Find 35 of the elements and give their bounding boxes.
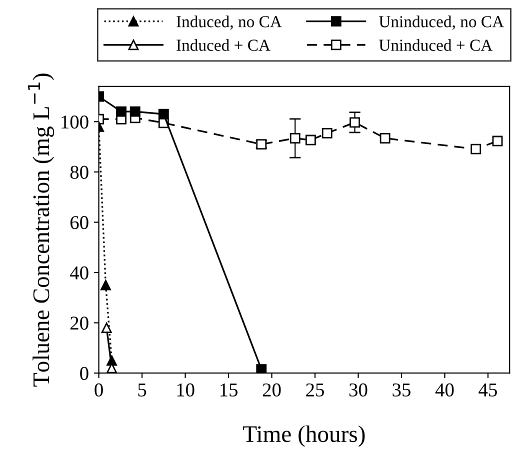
x-tick-label: 35	[392, 383, 410, 397]
y-tick-label: 0	[80, 366, 88, 380]
y-axis-title: Toluene Concentration (mg L$^{−1}$)	[28, 74, 54, 387]
point	[305, 134, 316, 146]
point	[158, 108, 169, 120]
x-tick-label: 20	[262, 383, 281, 397]
x-tick-label: 40	[435, 383, 454, 397]
point	[322, 128, 332, 138]
legend-label: Uninduced, no CA	[378, 16, 504, 30]
point	[256, 364, 267, 374]
legend-label: Induced + CA	[176, 39, 270, 51]
point	[470, 144, 482, 154]
y-tick-label: 40	[70, 266, 88, 280]
x-tick-label: 25	[306, 383, 324, 397]
y-tick-label: 80	[70, 166, 88, 179]
point	[101, 322, 112, 334]
y-tick-label: 60	[70, 216, 88, 230]
y-tick-label: 20	[70, 316, 88, 330]
point	[130, 106, 140, 117]
x-tick-label: 15	[220, 383, 238, 397]
point	[116, 106, 126, 117]
x-tick-label: 10	[177, 383, 194, 397]
x-tick-label: 30	[349, 383, 368, 397]
legend-label: Uninduced + CA	[378, 39, 493, 51]
legend-label: Induced, no CA	[176, 16, 282, 30]
y-tick-label: 100	[62, 115, 88, 129]
point	[350, 117, 360, 128]
x-axis-title: Time (hours)	[243, 425, 365, 447]
point	[290, 133, 300, 144]
point	[380, 133, 390, 144]
x-tick-label: 5	[138, 384, 146, 397]
point	[492, 136, 503, 146]
point	[100, 280, 111, 290]
x-tick-label: 45	[478, 384, 497, 397]
x-tick-label: 0	[94, 383, 103, 397]
